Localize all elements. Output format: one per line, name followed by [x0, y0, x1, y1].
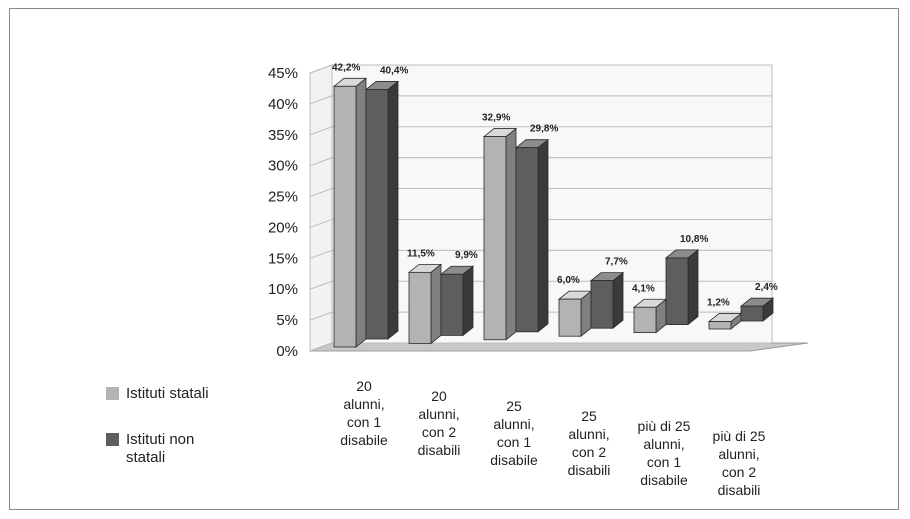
left-wall [310, 65, 332, 351]
bar-non-statali [441, 274, 463, 335]
data-label-statali: 32,9% [482, 113, 510, 124]
bar-side-non-statali [613, 273, 623, 329]
data-label-non-statali: 7,7% [605, 257, 628, 268]
bar-side-non-statali [463, 266, 473, 335]
y-tick-label: 40% [268, 96, 298, 113]
bar-statali [334, 86, 356, 347]
x-tick-label: 25 [506, 398, 522, 414]
y-tick-label: 20% [268, 219, 298, 236]
x-tick-label: con 2 [572, 444, 606, 460]
bar-side-non-statali [688, 250, 698, 325]
bar-side-non-statali [388, 81, 398, 339]
bar-statali [559, 299, 581, 336]
floor [310, 343, 808, 351]
x-tick-label: disabile [340, 432, 388, 448]
legend-label-statali: Istituti statali [126, 385, 236, 403]
data-label-statali: 42,2% [332, 62, 360, 73]
legend-swatch-non-statali [106, 433, 119, 446]
x-tick-label: alunni, [493, 416, 534, 432]
data-label-statali: 6,0% [557, 275, 580, 286]
x-tick-label: alunni, [643, 436, 684, 452]
x-tick-label: disabili [568, 462, 611, 478]
bar-non-statali [666, 258, 688, 325]
y-tick-label: 35% [268, 127, 298, 144]
data-label-non-statali: 2,4% [755, 282, 778, 293]
x-tick-label: alunni, [718, 446, 759, 462]
bar-non-statali [591, 281, 613, 329]
x-tick-label: alunni, [343, 396, 384, 412]
bar-side-statali [431, 264, 441, 343]
bar-side-statali [356, 78, 366, 347]
y-tick-label: 10% [268, 281, 298, 298]
x-tick-label: alunni, [418, 406, 459, 422]
x-tick-label: disabili [418, 442, 461, 458]
bar-statali [709, 322, 731, 329]
y-tick-label: 45% [268, 65, 298, 82]
data-label-non-statali: 29,8% [530, 124, 558, 135]
y-tick-label: 25% [268, 189, 298, 206]
data-label-non-statali: 9,9% [455, 250, 478, 261]
x-tick-label: con 1 [497, 434, 531, 450]
y-tick-label: 15% [268, 250, 298, 267]
data-label-statali: 1,2% [707, 298, 730, 309]
data-label-statali: 11,5% [407, 248, 435, 259]
legend-label-non-statali: Istituti non statali [126, 431, 236, 467]
bar-statali [634, 307, 656, 332]
chart-frame: 0% 5% 10% 15% 20% 25% 30% 35% 40% 45% 42,2% 40,4% 20… [9, 8, 899, 510]
x-tick-label: più di 25 [638, 418, 691, 434]
data-label-non-statali: 10,8% [680, 234, 708, 245]
y-tick-label: 30% [268, 158, 298, 175]
bar-side-non-statali [538, 140, 548, 332]
x-tick-label: disabili [718, 482, 761, 498]
x-tick-label: con 2 [422, 424, 456, 440]
x-tick-label: più di 25 [713, 428, 766, 444]
x-tick-label: con 1 [347, 414, 381, 430]
bar-non-statali [366, 89, 388, 339]
x-tick-label: con 1 [647, 454, 681, 470]
legend-swatch-statali [106, 387, 119, 400]
bar-side-statali [506, 129, 516, 340]
data-label-non-statali: 40,4% [380, 65, 408, 76]
bar-non-statali [741, 306, 763, 321]
x-tick-label: 20 [356, 378, 372, 394]
y-tick-label: 5% [276, 312, 298, 329]
y-tick-label: 0% [276, 343, 298, 360]
x-tick-label: 20 [431, 388, 447, 404]
bar-statali [409, 272, 431, 343]
x-tick-label: disabile [640, 472, 688, 488]
bar-statali [484, 137, 506, 340]
data-label-statali: 4,1% [632, 283, 655, 294]
bar-non-statali [516, 148, 538, 332]
x-tick-label: disabile [490, 452, 538, 468]
x-tick-label: alunni, [568, 426, 609, 442]
x-tick-label: con 2 [722, 464, 756, 480]
x-tick-label: 25 [581, 408, 597, 424]
